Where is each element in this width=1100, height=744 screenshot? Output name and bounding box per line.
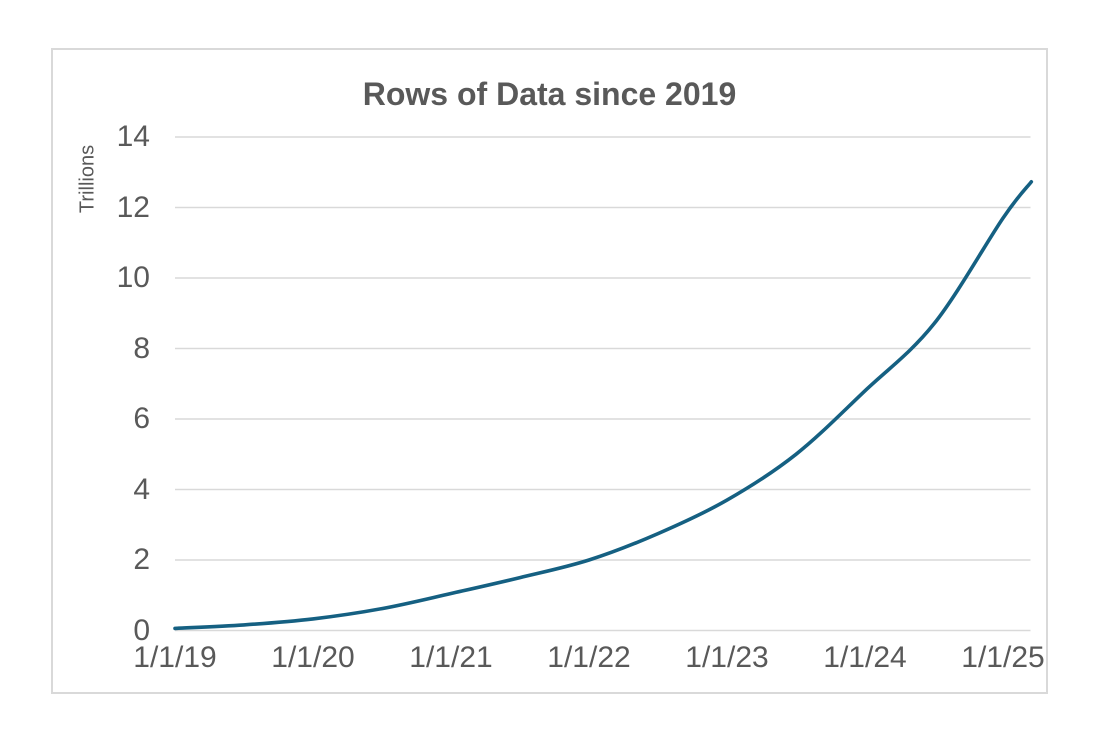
y-tick-label: 0 [133, 613, 150, 647]
y-tick-label: 2 [133, 543, 150, 576]
data-series-line [173, 180, 1034, 631]
x-tick-label: 1/1/19 [133, 641, 217, 674]
x-tick-label: 1/1/20 [271, 641, 355, 674]
x-tick-label: 1/1/25 [961, 641, 1045, 674]
plot-area [173, 136, 1034, 632]
y-tick-label: 6 [133, 402, 150, 435]
y-tick-label: 14 [116, 120, 150, 153]
y-tick-label: 12 [116, 190, 150, 224]
y-tick-label: 8 [133, 331, 150, 365]
chart-title: Rows of Data since 2019 [362, 76, 737, 112]
x-tick-label: 1/1/22 [547, 641, 631, 674]
y-tick-label: 10 [116, 261, 150, 294]
x-tick-label: 1/1/24 [823, 641, 907, 674]
x-tick-label: 1/1/21 [409, 641, 493, 674]
x-tick-label: 1/1/23 [685, 641, 769, 674]
y-tick-label: 4 [133, 472, 150, 506]
